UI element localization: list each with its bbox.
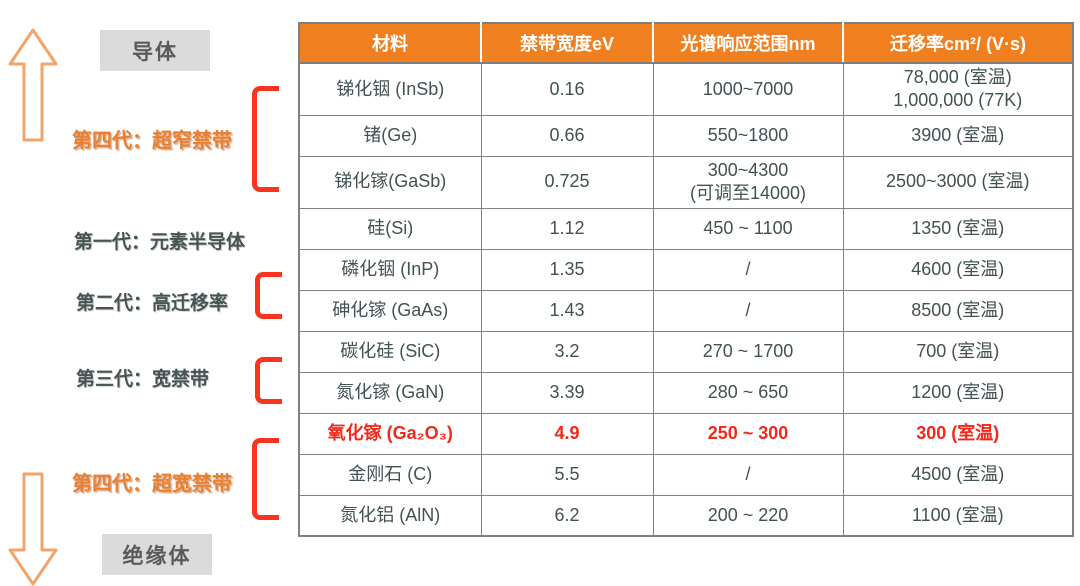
cell-mobility: 300 (室温): [842, 412, 1074, 455]
cell-material: 锑化镓(GaSb): [298, 155, 482, 209]
cell-mobility: 2500~3000 (室温): [842, 155, 1074, 209]
up-arrow-icon: [8, 28, 58, 142]
cell-bandgap: 4.9: [480, 412, 654, 455]
cell-mobility: 8500 (室温): [842, 289, 1074, 332]
cell-material: 砷化镓 (GaAs): [298, 289, 482, 332]
cell-bandgap: 3.2: [480, 330, 654, 373]
table-row: 氧化镓 (Ga₂O₃) 4.9 250 ~ 300 300 (室温): [298, 412, 1074, 455]
cell-spectral: 280 ~ 650: [652, 371, 844, 414]
cell-spectral: 250 ~ 300: [652, 412, 844, 455]
cell-spectral: 270 ~ 1700: [652, 330, 844, 373]
table-row: 锑化镓(GaSb) 0.725 300~4300 (可调至14000) 2500~30…: [298, 155, 1074, 209]
cell-spectral: 550~1800: [652, 114, 844, 157]
cell-mobility: 4500 (室温): [842, 453, 1074, 496]
materials-table: 材料 禁带宽度eV 光谱响应范围nm 迁移率cm²/ (V·s) 锑化铟 (InSb)…: [298, 22, 1074, 538]
table-header-row: 材料 禁带宽度eV 光谱响应范围nm 迁移率cm²/ (V·s): [298, 22, 1074, 64]
table-row: 砷化镓 (GaAs) 1.43/8500 (室温): [298, 289, 1074, 332]
cell-material: 磷化铟 (InP): [298, 248, 482, 291]
table-row: 金刚石 (C) 5.5/4500 (室温): [298, 453, 1074, 496]
cell-bandgap: 0.16: [480, 62, 654, 116]
cell-mobility: 1100 (室温): [842, 494, 1074, 537]
cell-bandgap: 6.2: [480, 494, 654, 537]
table-row: 碳化硅 (SiC) 3.2 270 ~ 1700 700 (室温): [298, 330, 1074, 373]
column-header-2: 光谱响应范围nm: [652, 22, 844, 64]
gen3-wide-bandgap-label: 第三代：宽禁带: [76, 369, 210, 390]
cell-material: 氮化铝 (AlN): [298, 494, 482, 537]
cell-material: 锑化铟 (InSb): [298, 62, 482, 116]
table-row: 锑化铟 (InSb) 0.16 1000~7000 78,000 (室温) 1,000…: [298, 62, 1074, 116]
table-row: 硅(Si) 1.12 450 ~ 1100 1350 (室温): [298, 207, 1074, 250]
cell-bandgap: 1.43: [480, 289, 654, 332]
cell-mobility: 700 (室温): [842, 330, 1074, 373]
cell-mobility: 4600 (室温): [842, 248, 1074, 291]
cell-spectral: /: [652, 453, 844, 496]
cell-mobility: 3900 (室温): [842, 114, 1074, 157]
cell-spectral: 1000~7000: [652, 62, 844, 116]
insulator-label: 绝缘体: [122, 544, 192, 568]
cell-spectral: /: [652, 289, 844, 332]
gen2-high-mobility-label: 第二代：高迁移率: [76, 293, 229, 314]
cell-bandgap: 5.5: [480, 453, 654, 496]
cell-mobility: 78,000 (室温) 1,000,000 (77K): [842, 62, 1074, 116]
gen1-elemental-label: 第一代：元素半导体: [74, 232, 246, 253]
cell-bandgap: 3.39: [480, 371, 654, 414]
cell-material: 硅(Si): [298, 207, 482, 250]
group-bracket-gen2: [255, 272, 282, 319]
cell-material: 碳化硅 (SiC): [298, 330, 482, 373]
column-header-3: 迁移率cm²/ (V·s): [842, 22, 1074, 64]
cell-spectral: 200 ~ 220: [652, 494, 844, 537]
cell-material: 锗(Ge): [298, 114, 482, 157]
cell-bandgap: 0.66: [480, 114, 654, 157]
cell-material: 氧化镓 (Ga₂O₃): [298, 412, 482, 455]
down-arrow-icon: [8, 472, 58, 586]
column-header-1: 禁带宽度eV: [480, 22, 654, 64]
table-row: 磷化铟 (InP) 1.35/4600 (室温): [298, 248, 1074, 291]
group-bracket-gen4-narrow: [252, 86, 279, 192]
conductor-label: 导体: [132, 40, 178, 64]
cell-bandgap: 1.35: [480, 248, 654, 291]
insulator-box: 绝缘体: [102, 534, 212, 575]
conductor-box: 导体: [100, 30, 210, 71]
table-row: 锗(Ge) 0.66 550~1800 3900 (室温): [298, 114, 1074, 157]
gen4-narrow-bandgap-label: 第四代：超窄禁带: [72, 130, 232, 152]
cell-spectral: /: [652, 248, 844, 291]
group-bracket-gen4-wide: [252, 438, 279, 520]
group-bracket-gen3: [255, 357, 282, 404]
cell-spectral: 450 ~ 1100: [652, 207, 844, 250]
table-row: 氮化铝 (AlN) 6.2 200 ~ 220 1100 (室温): [298, 494, 1074, 537]
cell-mobility: 1350 (室温): [842, 207, 1074, 250]
cell-spectral: 300~4300 (可调至14000): [652, 155, 844, 209]
cell-mobility: 1200 (室温): [842, 371, 1074, 414]
cell-material: 金刚石 (C): [298, 453, 482, 496]
cell-bandgap: 1.12: [480, 207, 654, 250]
cell-material: 氮化镓 (GaN): [298, 371, 482, 414]
column-header-0: 材料: [298, 22, 482, 64]
table-row: 氮化镓 (GaN) 3.39 280 ~ 650 1200 (室温): [298, 371, 1074, 414]
gen4-ultrawide-bandgap-label: 第四代：超宽禁带: [72, 473, 232, 495]
cell-bandgap: 0.725: [480, 155, 654, 209]
